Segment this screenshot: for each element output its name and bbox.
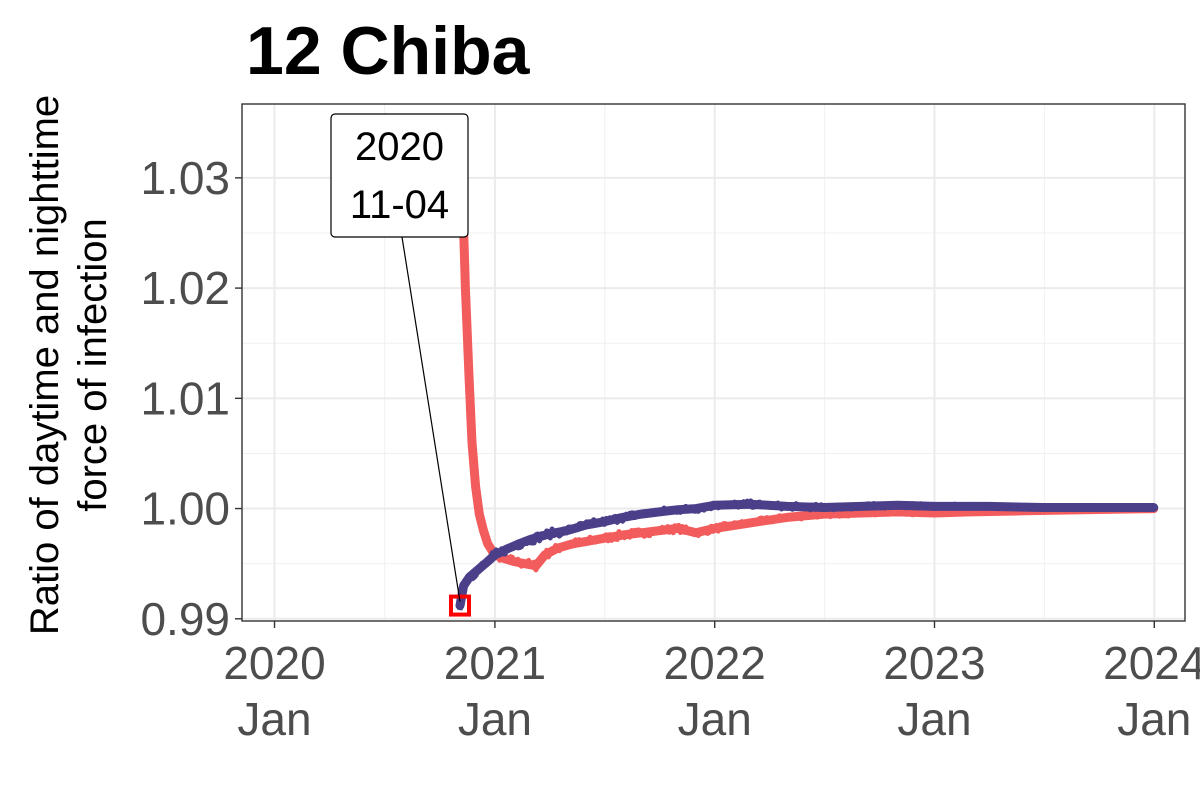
annotation-date-year: 2020 bbox=[355, 125, 444, 169]
series-1-line bbox=[455, 118, 1159, 571]
plot-panel-border bbox=[241, 103, 1186, 622]
y-tick-label: 1.00 bbox=[140, 483, 230, 535]
grid bbox=[242, 104, 1185, 621]
x-tick-label-month: Jan bbox=[237, 693, 311, 745]
x-tick-label-month: Jan bbox=[1117, 693, 1191, 745]
x-tick-label-year: 2020 bbox=[223, 637, 325, 689]
series-2 bbox=[455, 498, 1159, 611]
annotation-date-day: 11-04 bbox=[350, 183, 449, 227]
annotation-box bbox=[330, 113, 469, 238]
y-axis-label: Ratio of daytime and nighttime force of … bbox=[23, 95, 115, 635]
y-tick-label: 1.02 bbox=[140, 262, 230, 314]
x-tick-label-month: Jan bbox=[458, 693, 532, 745]
series-2-noise bbox=[457, 498, 1155, 611]
marker-layer: 2020 11-04 bbox=[330, 113, 471, 617]
x-tick-label-year: 2023 bbox=[883, 637, 985, 689]
series-layer bbox=[455, 118, 1159, 611]
y-axis-label-line-1: Ratio of daytime and nighttime bbox=[23, 95, 67, 635]
axis-ticks: 0.991.001.011.021.032020Jan2021Jan2022Ja… bbox=[140, 152, 1200, 745]
chart-title: 12 Chiba bbox=[246, 13, 531, 89]
y-axis-label-line-2: force of infection bbox=[71, 218, 115, 512]
x-tick-label-year: 2022 bbox=[664, 637, 766, 689]
annotation-leader-line bbox=[401, 236, 461, 602]
y-tick-label: 1.01 bbox=[140, 372, 230, 424]
start-marker bbox=[448, 594, 471, 617]
y-tick-label: 1.03 bbox=[140, 152, 230, 204]
x-tick-label-year: 2024 bbox=[1103, 637, 1200, 689]
x-tick-label-month: Jan bbox=[897, 693, 971, 745]
x-tick-label-year: 2021 bbox=[444, 637, 546, 689]
y-tick-label: 0.99 bbox=[140, 593, 230, 645]
x-tick-label-month: Jan bbox=[678, 693, 752, 745]
